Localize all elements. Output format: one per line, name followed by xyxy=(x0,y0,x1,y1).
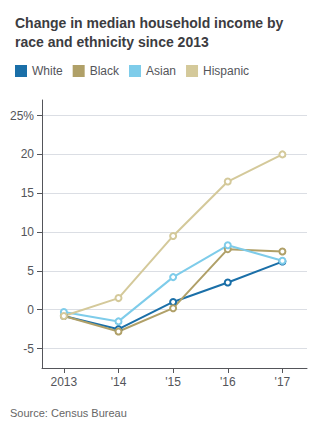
svg-text:Change in median household inc: Change in median household income by xyxy=(15,15,287,31)
svg-text:-5: -5 xyxy=(23,342,34,356)
svg-text:10: 10 xyxy=(21,225,35,239)
svg-text:15: 15 xyxy=(21,186,35,200)
svg-text:Source: Census Bureau: Source: Census Bureau xyxy=(10,407,127,419)
svg-text:race and ethnicity since 2013: race and ethnicity since 2013 xyxy=(15,34,209,50)
svg-text:Hispanic: Hispanic xyxy=(203,64,249,78)
svg-text:25%: 25% xyxy=(10,109,34,123)
svg-text:'17: '17 xyxy=(275,375,291,389)
svg-text:'14: '14 xyxy=(111,375,127,389)
svg-text:'15: '15 xyxy=(165,375,181,389)
svg-text:20: 20 xyxy=(21,147,35,161)
svg-text:White: White xyxy=(32,64,63,78)
svg-text:5: 5 xyxy=(27,264,34,278)
svg-text:Black: Black xyxy=(90,64,120,78)
svg-text:'16: '16 xyxy=(220,375,236,389)
svg-text:0: 0 xyxy=(27,303,34,317)
svg-text:2013: 2013 xyxy=(51,375,78,389)
svg-text:Asian: Asian xyxy=(146,64,176,78)
